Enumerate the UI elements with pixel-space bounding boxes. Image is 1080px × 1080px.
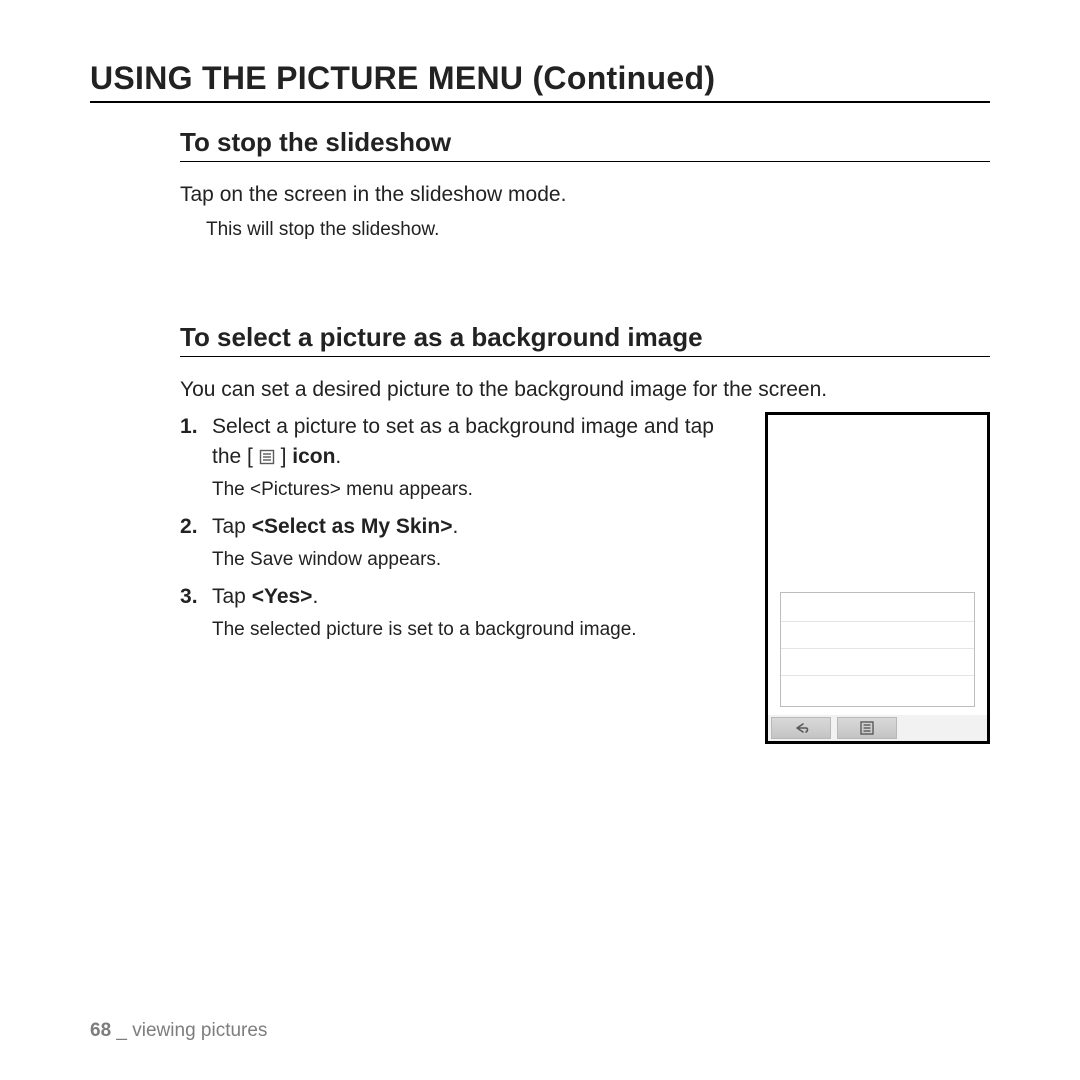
- menu-icon: [259, 449, 275, 465]
- popup-row-divider: [781, 621, 974, 622]
- intro-bg: You can set a desired picture to the bac…: [180, 375, 990, 404]
- step3-sub: The selected picture is set to a backgro…: [212, 617, 741, 644]
- step2-pre: Tap: [212, 515, 252, 538]
- step1-text-b: ]: [281, 445, 293, 468]
- footer-section: viewing pictures: [132, 1020, 267, 1041]
- instruction-stop: Tap on the screen in the slideshow mode.: [180, 180, 990, 209]
- step2-sub: The Save window appears.: [212, 547, 741, 574]
- step-1: Select a picture to set as a background …: [180, 412, 741, 503]
- step1-icon-word: icon: [292, 445, 335, 468]
- step1-text-c: .: [335, 445, 341, 468]
- footer-separator: _: [111, 1020, 132, 1041]
- step2-post: .: [453, 515, 459, 538]
- step-list: Select a picture to set as a background …: [180, 412, 741, 643]
- menu-button[interactable]: [837, 717, 897, 739]
- step3-post: .: [312, 585, 318, 608]
- subheading-bg: To select a picture as a background imag…: [180, 322, 990, 357]
- section-stop-slideshow: To stop the slideshow Tap on the screen …: [180, 127, 990, 244]
- subheading-stop: To stop the slideshow: [180, 127, 990, 162]
- device-screen: [765, 412, 990, 744]
- step1-sub: The <Pictures> menu appears.: [212, 477, 741, 504]
- steps-column: Select a picture to set as a background …: [180, 412, 741, 651]
- page-number: 68: [90, 1020, 111, 1041]
- popup-menu: [780, 592, 975, 707]
- result-stop: This will stop the slideshow.: [206, 217, 990, 244]
- section-background-image: To select a picture as a background imag…: [180, 322, 990, 744]
- back-button[interactable]: [771, 717, 831, 739]
- page-title: USING THE PICTURE MENU (Continued): [90, 60, 990, 103]
- step2-bold: <Select as My Skin>: [252, 515, 453, 538]
- popup-row-divider: [781, 675, 974, 676]
- popup-row-divider: [781, 648, 974, 649]
- page-footer: 68 _ viewing pictures: [90, 1020, 267, 1042]
- step3-pre: Tap: [212, 585, 252, 608]
- step3-bold: <Yes>: [252, 585, 313, 608]
- menu-icon: [859, 721, 875, 735]
- step-3: Tap <Yes>. The selected picture is set t…: [180, 582, 741, 644]
- step-2: Tap <Select as My Skin>. The Save window…: [180, 512, 741, 574]
- back-icon: [791, 721, 811, 735]
- device-illustration-column: [765, 412, 990, 744]
- nav-bar: [768, 715, 987, 741]
